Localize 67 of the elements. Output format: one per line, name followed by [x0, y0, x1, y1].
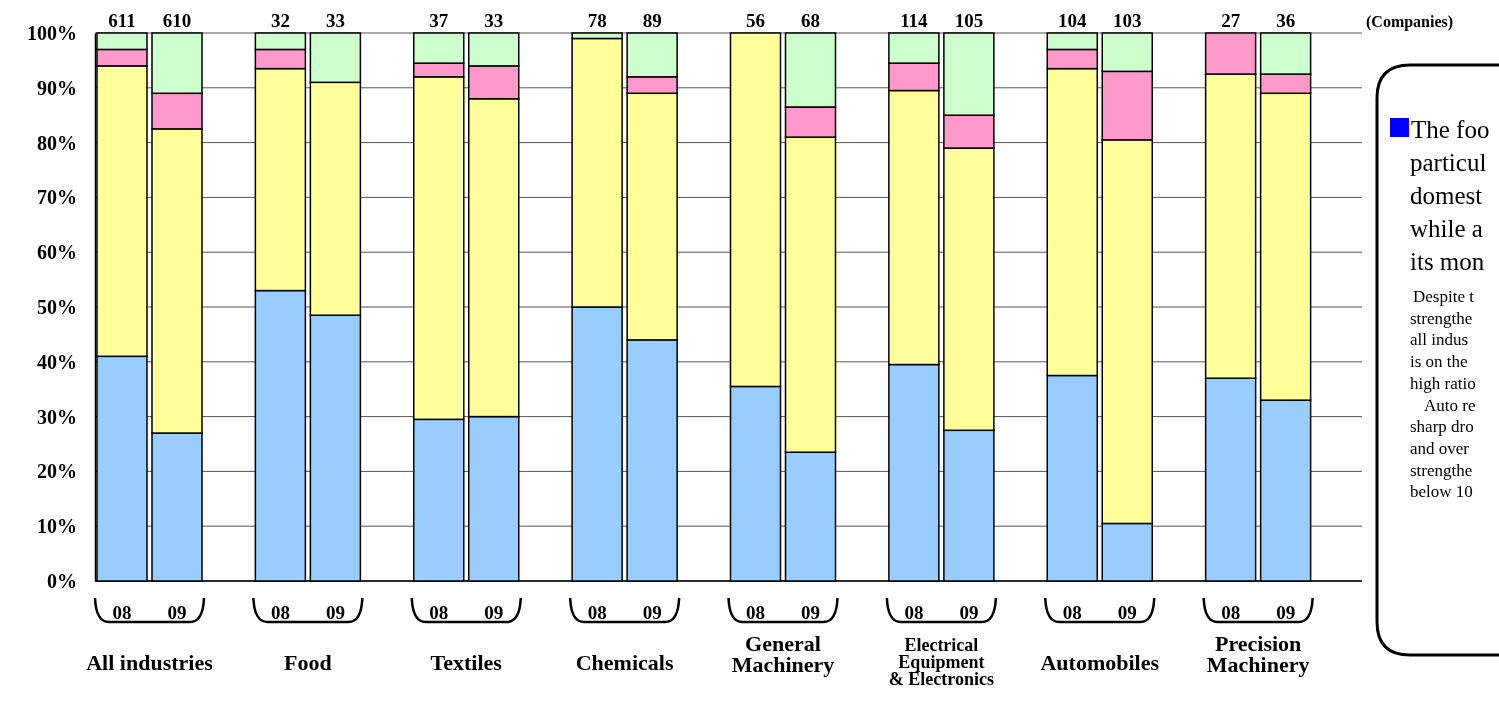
text: strengthe: [1410, 460, 1473, 480]
text: domest: [1410, 182, 1483, 209]
text: Despite t: [1413, 287, 1475, 306]
x-tick-label: 08: [429, 602, 449, 623]
text: all indus: [1410, 330, 1469, 350]
y-tick-label: 80%: [37, 131, 77, 154]
text: Automobiles: [1040, 650, 1160, 675]
text: Textiles: [430, 650, 503, 675]
text: 27: [1221, 10, 1241, 31]
y-tick-label: 60%: [37, 241, 77, 264]
text: 103: [1113, 10, 1142, 31]
x-tick-label: 09: [1276, 602, 1296, 623]
text: 37: [429, 10, 449, 31]
text: while a: [1410, 215, 1483, 242]
text: 36: [1276, 10, 1296, 31]
x-tick-label: 08: [1221, 602, 1241, 623]
y-tick-label: 10%: [37, 515, 77, 538]
x-tick-label: 09: [325, 602, 345, 623]
text: 56: [746, 10, 765, 31]
text: is on the: [1410, 352, 1468, 372]
x-tick-label: 08: [746, 602, 765, 623]
y-tick-label: 40%: [37, 350, 77, 373]
text: Chemicals: [575, 650, 674, 675]
y-tick-label: 30%: [37, 405, 77, 428]
text: particul: [1410, 149, 1487, 176]
x-tick-label: 08: [587, 602, 607, 623]
text: General Machinery: [731, 631, 835, 677]
text: Electrical Equipment & Electronics: [888, 635, 994, 690]
y-tick-label: 0%: [47, 569, 77, 592]
x-tick-label: 08: [1062, 602, 1082, 623]
y-tick-label: 50%: [37, 295, 77, 318]
text: 105: [954, 10, 984, 31]
x-tick-label: 08: [112, 602, 132, 623]
y-tick-label: 70%: [37, 186, 77, 209]
x-tick-label: 09: [801, 602, 820, 623]
x-tick-label: 08: [904, 602, 924, 623]
text: 33: [325, 10, 345, 31]
y-tick-label: 90%: [37, 76, 77, 99]
text: 78: [587, 10, 607, 31]
x-tick-label: 09: [959, 602, 979, 623]
x-tick-label: 09: [642, 602, 662, 623]
text: (Companies): [1366, 13, 1454, 31]
text: 114: [900, 10, 929, 31]
text: 68: [801, 10, 820, 31]
text: All industries: [86, 650, 214, 675]
text: Food: [284, 650, 332, 675]
x-tick-label: 08: [270, 602, 290, 623]
text: below 10: [1410, 482, 1473, 502]
text: Precision Machinery: [1206, 631, 1310, 677]
text: 33: [484, 10, 504, 31]
y-tick-label: 100%: [27, 21, 77, 44]
text: 611: [108, 10, 136, 31]
text: Auto re: [1424, 395, 1476, 415]
y-tick-label: 20%: [37, 460, 77, 483]
text: 610: [162, 10, 192, 31]
text: 32: [270, 10, 290, 31]
x-tick-label: 09: [1117, 602, 1137, 623]
text: The foo: [1411, 116, 1490, 143]
text: 89: [642, 10, 662, 31]
text: and over: [1410, 438, 1470, 458]
text: sharp dro: [1410, 417, 1474, 437]
text: high ratio: [1410, 373, 1476, 393]
x-tick-label: 09: [484, 602, 504, 623]
text: 104: [1058, 10, 1087, 31]
text: its mon: [1410, 248, 1485, 275]
x-tick-label: 09: [167, 602, 187, 623]
text: strengthe: [1410, 308, 1473, 328]
